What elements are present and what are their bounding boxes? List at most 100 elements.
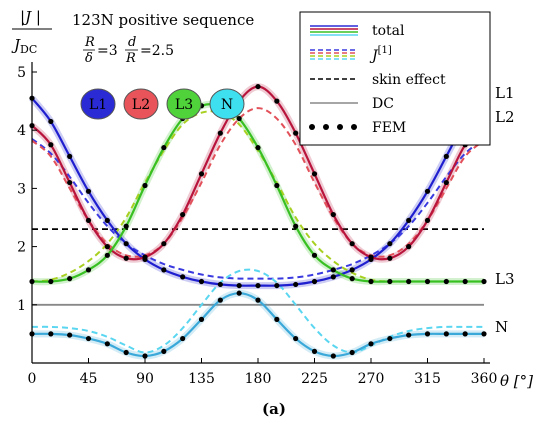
fem-point-l2: [368, 254, 374, 260]
legend: total J[1] skin effect DC FEM: [299, 11, 491, 146]
fem-point-l2: [217, 130, 223, 136]
fem-point-l2: [349, 241, 355, 247]
x-tick-label: 270: [358, 371, 385, 387]
conductor-badge-l3: L3: [166, 88, 202, 120]
curve-end-label-l1: L1: [495, 84, 515, 102]
fem-point-l3: [67, 276, 73, 282]
fem-point-l2: [443, 179, 449, 186]
legend-swatch-j1: [310, 49, 358, 60]
fem-point-n: [349, 349, 355, 356]
fem-point-l1: [349, 267, 355, 273]
fem-point-l2: [387, 255, 393, 261]
x-axis-label: θ [°]: [500, 372, 533, 390]
fem-point-n: [462, 331, 468, 337]
fem-point-l1: [274, 282, 280, 289]
fem-point-l1: [198, 278, 205, 285]
conductor-badge-label: L3: [175, 97, 193, 113]
y-tick-label: 5: [17, 65, 26, 81]
series-layer: [29, 83, 487, 360]
fem-point-l3: [142, 182, 148, 189]
fem-point-l2: [180, 211, 186, 218]
param-r-denominator: δ: [85, 51, 93, 66]
fem-point-n: [104, 341, 110, 347]
fem-points-n: [29, 290, 487, 359]
param-d-numerator: d: [128, 35, 136, 50]
fem-point-l3: [123, 223, 129, 229]
fem-point-l3: [443, 278, 449, 285]
fem-point-l1: [123, 241, 129, 247]
reference-lines: [32, 228, 484, 306]
x-tick-label: 315: [414, 371, 441, 387]
x-tick-label: 0: [28, 371, 37, 387]
fem-point-n: [85, 335, 92, 342]
conductor-badge-label: N: [221, 97, 233, 113]
fem-point-l2: [123, 255, 129, 261]
fem-point-l2: [161, 241, 167, 247]
fem-point-l1: [217, 281, 223, 288]
conductor-badge-label: L1: [89, 97, 107, 113]
conductor-badge-circle: [123, 88, 159, 120]
fem-point-l1: [236, 282, 242, 289]
legend-box: [299, 11, 491, 146]
fem-point-l1: [443, 153, 449, 159]
fem-point-l3: [424, 278, 431, 285]
fem-point-l2: [142, 254, 148, 260]
fem-point-n: [161, 348, 167, 354]
fem-point-l2: [48, 142, 54, 148]
x-tick-label: 225: [301, 371, 328, 387]
fem-point-l2: [311, 171, 318, 177]
fem-point-l3: [368, 278, 374, 285]
x-tick-label: 180: [245, 371, 272, 387]
series-line-l1-j1: [31, 138, 485, 280]
curve-end-labels: L1 L2 L3 N: [495, 84, 515, 336]
conductor-badge-circle: [166, 88, 202, 120]
fem-point-n: [142, 353, 148, 359]
fem-point-l3: [481, 278, 487, 285]
conductor-badges: L1 L2 L3 N: [80, 88, 245, 120]
fem-point-n: [48, 331, 54, 337]
param-r-delta-value: =3: [97, 43, 118, 59]
fem-point-n: [180, 335, 186, 342]
fem-point-l1: [424, 188, 431, 194]
fem-point-l3: [48, 278, 54, 285]
y-tick-label: 2: [17, 240, 26, 256]
fem-point-l1: [293, 281, 299, 288]
x-tick-label: 135: [188, 371, 215, 387]
fem-point-l1: [180, 274, 186, 280]
fem-point-l2: [293, 130, 299, 136]
fem-point-l1: [387, 241, 393, 247]
x-tick-label: 90: [136, 371, 154, 387]
fem-point-l2: [255, 83, 261, 90]
fem-point-l3: [293, 223, 299, 229]
legend-label-total: total: [372, 23, 405, 39]
fem-point-n: [255, 297, 261, 303]
conductor-badge-n: N: [209, 88, 245, 120]
fem-point-l3: [406, 278, 412, 285]
fem-point-l2: [274, 98, 280, 104]
conductor-badge-label: L2: [132, 97, 150, 113]
fem-point-n: [123, 349, 129, 356]
x-tick-label: 360: [471, 371, 498, 387]
fem-point-l2: [104, 244, 110, 250]
fem-point-n: [424, 331, 431, 337]
param-r-numerator: R: [84, 35, 95, 50]
conductor-badge-l1: L1: [80, 88, 116, 120]
fem-point-l1: [161, 267, 167, 273]
fem-point-l3: [274, 182, 280, 189]
fem-point-l2: [406, 244, 412, 250]
fem-point-l1: [67, 153, 73, 159]
fem-point-n: [67, 332, 73, 338]
fem-point-n: [236, 290, 242, 296]
fem-point-l2: [424, 217, 431, 224]
fem-point-l3: [255, 145, 261, 151]
curve-end-label-l3: L3: [495, 270, 515, 288]
y-tick-label: 1: [17, 298, 26, 314]
fem-point-n: [387, 335, 393, 342]
fem-point-l1: [85, 188, 92, 194]
fem-point-l3: [104, 252, 110, 258]
fem-point-l2: [67, 179, 73, 186]
fem-points-l3: [29, 103, 487, 285]
